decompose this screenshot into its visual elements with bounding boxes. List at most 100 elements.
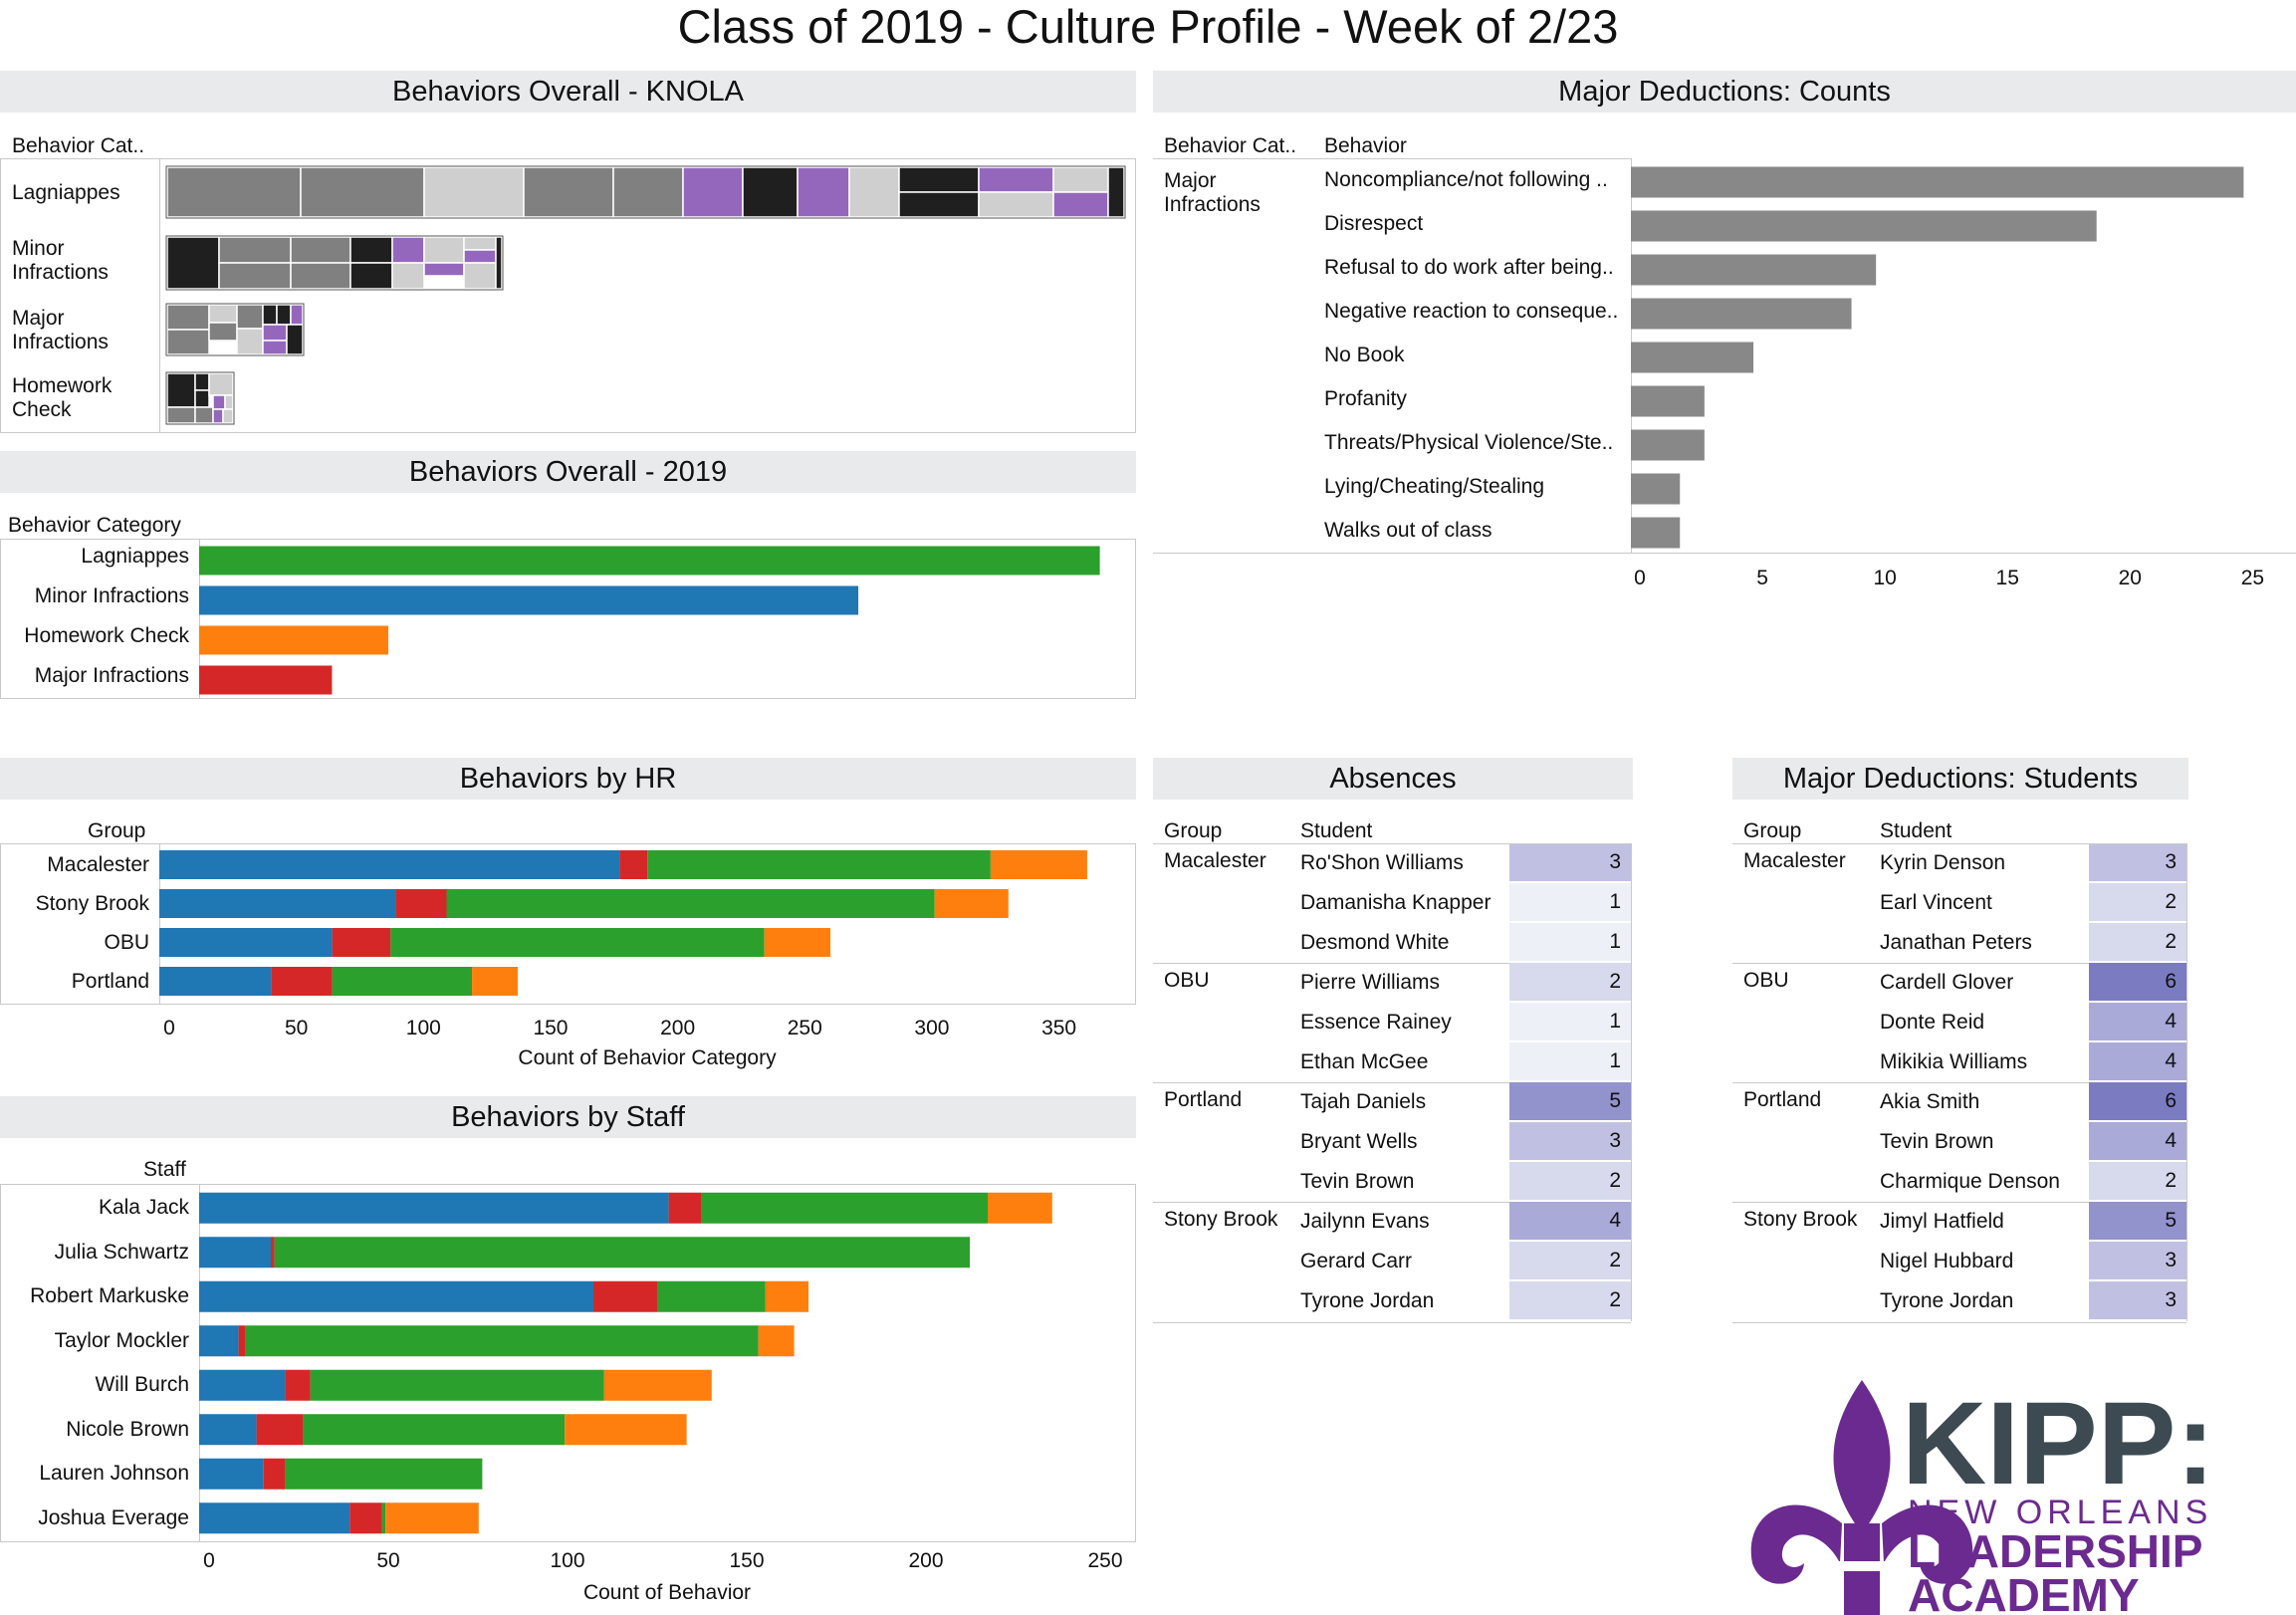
hr-svg-segment	[619, 850, 648, 879]
absences-student-name: Gerard Carr	[1300, 1250, 1413, 1272]
absences-value-cell: 2	[1509, 963, 1631, 1003]
st-svg-segment	[310, 1369, 604, 1401]
knola-treemap	[165, 165, 1126, 425]
hr-svg-segment	[446, 889, 935, 918]
major_students-group-label: OBU	[1743, 969, 1789, 992]
st-svg-segment	[256, 1414, 304, 1446]
absences-header-group: Group	[1164, 819, 1223, 842]
major_students-value-cell: 2	[2089, 923, 2186, 963]
major_students-student-name: Charmique Denson	[1880, 1170, 2060, 1193]
hr-svg-tick-label: 200	[660, 1017, 696, 1039]
by-hr-frame	[0, 843, 1136, 1005]
overall2019-category-label: Homework Check	[24, 624, 189, 647]
st-svg-segment	[238, 1325, 246, 1357]
major-counts-bar	[1631, 254, 1877, 286]
absences-group-label: OBU	[1164, 969, 1210, 992]
major_students-value-cell: 6	[2089, 963, 2186, 1003]
major-counts-behavior-label: Lying/Cheating/Stealing	[1324, 475, 1545, 498]
treemap-cell	[898, 191, 980, 218]
st-svg-segment	[199, 1325, 239, 1357]
absences-group-divider	[1153, 1202, 1631, 1203]
major_students-student-name: Janathan Peters	[1880, 931, 2032, 954]
st-svg-segment	[199, 1458, 264, 1490]
absences-value-cell: 5	[1509, 1082, 1631, 1122]
treemap-cell	[1052, 166, 1109, 193]
absences-student-name: Essence Rainey	[1300, 1011, 1452, 1034]
hr-svg-tick-label: 300	[914, 1017, 950, 1039]
logo-leadership-text: LEADERSHIP	[1908, 1525, 2202, 1577]
st-svg-segment	[199, 1502, 350, 1534]
major_students-value-cell: 2	[2089, 1162, 2186, 1202]
absences-top-rule	[1153, 843, 1631, 844]
st-svg-segment	[263, 1458, 286, 1490]
major-students-header-student: Student	[1880, 819, 1952, 842]
treemap-cell	[222, 408, 234, 424]
knola-panel-title: Behaviors Overall - KNOLA	[0, 71, 1136, 113]
hr-svg-tick-label: 250	[787, 1017, 822, 1039]
hr-svg-tick-label: 150	[533, 1017, 569, 1039]
absences-value-cell: 1	[1509, 923, 1631, 963]
treemap-cell	[208, 372, 234, 396]
major-counts-behavior-label: Threats/Physical Violence/Ste..	[1324, 431, 1614, 454]
major-counts-behavior-label: Negative reaction to conseque..	[1324, 300, 1619, 323]
major_students-value-cell: 2	[2089, 883, 2186, 923]
st-svg-tick-label: 50	[376, 1549, 400, 1572]
major_students-value-cell: 3	[2089, 1242, 2186, 1281]
hr-svg-segment	[271, 967, 333, 996]
st-svg-segment	[245, 1325, 759, 1357]
hr-svg-segment	[332, 928, 391, 957]
st-svg-segment	[285, 1369, 311, 1401]
treemap-cell	[898, 166, 980, 193]
hr-svg-tick-label: 0	[163, 1017, 175, 1039]
treemap-block-outline	[165, 235, 504, 291]
major_students-student-name: Donte Reid	[1880, 1011, 1985, 1034]
overall2019-header: Behavior Category	[8, 514, 181, 537]
overall2019-bar	[199, 665, 333, 695]
st-svg-segment	[381, 1502, 386, 1534]
by-staff-chart	[199, 1192, 1052, 1534]
treemap-cell	[212, 394, 226, 410]
hr-svg-category-label: Macalester	[47, 852, 149, 876]
hr-svg-segment	[934, 889, 1009, 918]
hr-svg-segment	[647, 850, 991, 879]
absences-student-name: Ethan McGee	[1300, 1050, 1429, 1073]
overall2019-category-label: Lagniappes	[81, 545, 189, 568]
treemap-cell	[208, 304, 238, 324]
st-svg-category-label: Lauren Johnson	[39, 1462, 189, 1486]
by-hr-xlabel: Count of Behavior Category	[518, 1046, 777, 1069]
st-svg-category-label: Kala Jack	[98, 1196, 189, 1220]
st-svg-tick-label: 250	[1087, 1549, 1123, 1572]
by-staff-xlabel: Count of Behavior	[582, 1581, 752, 1604]
overall2019-bar	[199, 625, 389, 655]
treemap-cell	[423, 166, 525, 218]
absences-student-name: Ro'Shon Williams	[1300, 851, 1464, 874]
st-svg-category-label: Will Burch	[95, 1373, 189, 1397]
treemap-cell	[208, 322, 238, 342]
treemap-cell	[1107, 166, 1125, 218]
absences-student-name: Tevin Brown	[1300, 1170, 1415, 1193]
absences-value-cell: 2	[1509, 1281, 1631, 1321]
absences-bottom-rule	[1153, 1322, 1631, 1323]
knola-row-label: Lagniappes	[12, 181, 120, 204]
major_students-student-name: Earl Vincent	[1880, 891, 1992, 914]
major_students-student-name: Mikikia Williams	[1880, 1050, 2028, 1073]
major-counts-tick-label: 15	[1995, 567, 2019, 589]
dashboard-title: Class of 2019 - Culture Profile - Week o…	[677, 0, 1619, 53]
st-svg-segment	[603, 1369, 712, 1401]
absences-panel-title: Absences	[1153, 758, 1633, 800]
treemap-block-outline	[165, 303, 305, 356]
absences-student-name: Tyrone Jordan	[1300, 1289, 1435, 1312]
treemap-cell	[682, 166, 744, 218]
overall2019-bar	[199, 546, 1100, 576]
major_students-group-label: Stony Brook	[1743, 1208, 1858, 1231]
major_students-student-name: Kyrin Denson	[1880, 851, 2006, 874]
major-counts-behavior-label: Profanity	[1324, 387, 1407, 410]
knola-row-label: Minor Infractions	[12, 237, 109, 284]
major-counts-tick-label: 0	[1634, 567, 1646, 589]
st-svg-segment	[199, 1414, 257, 1446]
treemap-cell	[218, 236, 292, 264]
treemap-cell	[742, 166, 799, 218]
major-counts-tick-label: 25	[2240, 567, 2265, 589]
major-students-header-group: Group	[1743, 819, 1802, 842]
hr-svg-segment	[159, 889, 396, 918]
